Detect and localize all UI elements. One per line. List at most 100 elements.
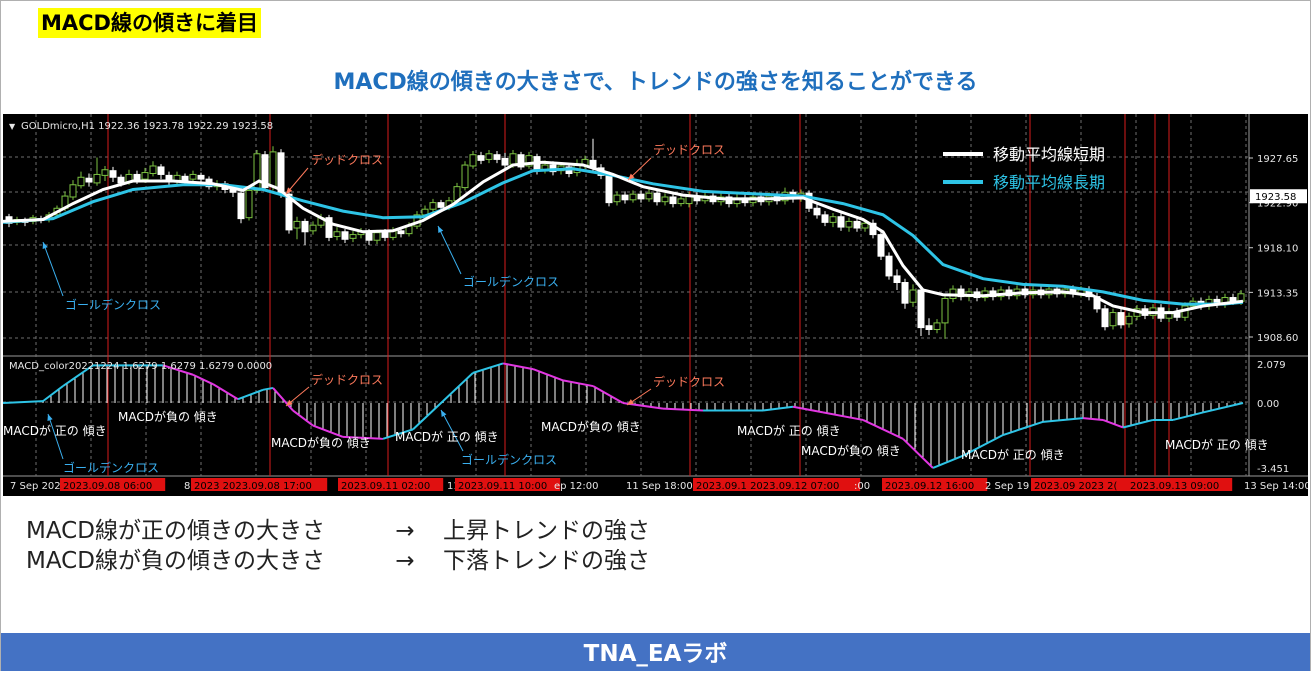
macd-slope-label: MACDが 正の 傾き bbox=[961, 447, 1065, 462]
price-tick-label: 1918.10 bbox=[1257, 244, 1298, 255]
candle-body bbox=[149, 165, 157, 175]
candle-body bbox=[501, 157, 509, 166]
current-price-label: 1923.58 bbox=[1255, 192, 1296, 203]
candle-body bbox=[261, 154, 269, 189]
candle-body bbox=[437, 202, 445, 208]
candle-body bbox=[461, 164, 469, 189]
candle-body bbox=[525, 155, 533, 167]
candle-body bbox=[253, 153, 261, 191]
candle-body bbox=[301, 220, 309, 233]
candle-body bbox=[941, 297, 949, 324]
macd-line-segment bbox=[342, 435, 384, 440]
candle-body bbox=[821, 214, 829, 223]
candle-body bbox=[77, 176, 85, 187]
note-result: 下落トレンドの強さ bbox=[442, 548, 650, 574]
time-axis-label: 2023.09.11 10:00 bbox=[458, 481, 547, 492]
candle-body bbox=[69, 184, 77, 198]
macd-line-segment bbox=[312, 424, 344, 438]
macd-line-segment bbox=[792, 405, 824, 414]
note-condition: MACD線が負の傾きの大きさ bbox=[26, 548, 325, 574]
arrow-head-icon bbox=[286, 187, 293, 194]
macd-line-segment bbox=[42, 385, 64, 402]
time-axis-label: 8 bbox=[184, 481, 190, 492]
macd-golden-cross-label: ゴールデンクロス bbox=[461, 452, 557, 467]
candle-body bbox=[925, 325, 933, 330]
candle-body bbox=[853, 220, 861, 229]
time-axis-label: :00 bbox=[854, 481, 870, 492]
time-axis-label: 2023 2023.09.08 17:00 bbox=[194, 481, 312, 492]
macd-line-segment bbox=[237, 388, 264, 401]
time-axis-label: 2 Sep 19 bbox=[985, 481, 1029, 492]
macd-line-segment bbox=[162, 364, 194, 376]
macd-line-segment bbox=[412, 400, 444, 431]
candle-body bbox=[157, 166, 165, 175]
annotation-arrow bbox=[437, 225, 462, 275]
arrow-head-icon bbox=[628, 173, 635, 180]
candle-body bbox=[837, 216, 845, 228]
macd-slope-label: MACDが 正の 傾き bbox=[395, 429, 499, 444]
candle-body bbox=[877, 234, 885, 257]
legend-long-label: 移動平均線長期 bbox=[993, 173, 1105, 192]
macd-line-segment bbox=[192, 373, 214, 386]
price-tick-label: 1908.60 bbox=[1257, 333, 1298, 344]
macd-line-segment bbox=[1082, 417, 1104, 421]
candle-body bbox=[469, 154, 477, 167]
arrow-head-icon bbox=[441, 410, 447, 417]
time-axis-label: 11 bbox=[447, 481, 460, 492]
long-ma-line bbox=[3, 167, 1244, 306]
macd-line-segment bbox=[1042, 417, 1084, 423]
macd-line-segment bbox=[1122, 418, 1154, 429]
candle-body bbox=[325, 217, 333, 238]
macd-slope-label: MACDが負の 傾き bbox=[801, 443, 901, 458]
candle-body bbox=[813, 207, 821, 216]
candle-body bbox=[917, 289, 925, 329]
time-axis-label: ep 12:00 bbox=[554, 481, 599, 492]
arrow-head-icon bbox=[627, 399, 634, 405]
trading-chart[interactable]: 1927.65 1922.90 1918.10 1913.35 1908.60 1923.… bbox=[3, 114, 1308, 496]
macd-slope-label: MACDが負の 傾き bbox=[271, 435, 371, 450]
candle-body bbox=[485, 153, 493, 160]
candle-body bbox=[93, 173, 101, 184]
time-axis-label: 11 Sep 18:00 bbox=[626, 481, 693, 492]
candle-body bbox=[101, 169, 109, 176]
current-price-box bbox=[1250, 189, 1307, 204]
dead-cross-label: デッドクロス bbox=[653, 142, 725, 157]
price-tick-label: 1913.35 bbox=[1257, 288, 1298, 299]
macd-line-segment bbox=[212, 383, 239, 401]
candle-body bbox=[1125, 315, 1133, 325]
macd-line-segment bbox=[1002, 420, 1044, 436]
annotation-arrow bbox=[47, 413, 64, 460]
candle-body bbox=[613, 194, 621, 203]
candle-body bbox=[1101, 308, 1109, 328]
macd-line-segment bbox=[382, 428, 414, 440]
candle-body bbox=[493, 154, 501, 160]
candle-body bbox=[141, 172, 149, 180]
time-label-highlight bbox=[882, 478, 988, 491]
candle-body bbox=[85, 177, 93, 183]
candle-body bbox=[429, 202, 437, 210]
chart-background bbox=[3, 114, 1308, 496]
time-axis-label: 2023.09 2023 2( bbox=[1034, 481, 1118, 492]
candle-body bbox=[901, 282, 909, 304]
macd-tick-label: 0.00 bbox=[1257, 399, 1279, 410]
candle-body bbox=[341, 231, 349, 240]
macd-line-segment bbox=[902, 438, 934, 469]
candle-body bbox=[1117, 312, 1125, 326]
legend-short-label: 移動平均線短期 bbox=[993, 145, 1105, 164]
arrow-head-icon bbox=[286, 399, 293, 406]
candle-body bbox=[669, 196, 677, 205]
candle-body bbox=[637, 193, 645, 200]
time-axis-label: 2023.09.11 02:00 bbox=[341, 481, 430, 492]
macd-line-segment bbox=[62, 364, 94, 387]
price-tick-label: 1922.90 bbox=[1257, 199, 1298, 210]
macd-line-segment bbox=[442, 372, 474, 402]
macd-line-segment bbox=[822, 411, 864, 421]
time-axis-label: 7 Sep 202 bbox=[10, 481, 61, 492]
explanation-notes: MACD線が正の傾きの大きさ → 上昇トレンドの強さ MACD線が負の傾きの大きさ →… bbox=[26, 516, 650, 576]
candle-body bbox=[181, 175, 189, 181]
macd-tick-label: 2.079 bbox=[1257, 360, 1286, 371]
macd-line-segment bbox=[592, 385, 624, 404]
dead-cross-label: デッドクロス bbox=[311, 152, 383, 167]
footer-brand-bar: TNA_EAラボ bbox=[1, 633, 1310, 671]
page-title: MACD線の傾きに着目 bbox=[38, 8, 261, 38]
